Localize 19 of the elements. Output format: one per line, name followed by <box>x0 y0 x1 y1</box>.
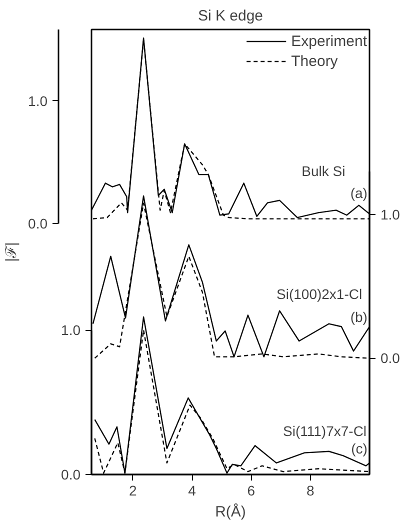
y2-tick-label: 0.0 <box>380 350 400 366</box>
annotation: Si(111)7x7-Cl <box>283 423 367 440</box>
y2-tick-label: 1.0 <box>380 206 400 223</box>
annotation: (b) <box>350 309 368 326</box>
annotation: Bulk Si <box>302 163 346 180</box>
y3-tick-label: 0.0 <box>28 216 48 232</box>
y3-tick-label: 1.0 <box>28 92 48 109</box>
x-tick-label: 6 <box>247 482 256 498</box>
legend-label: Experiment <box>291 32 367 50</box>
chart-title: Si K edge <box>198 8 264 24</box>
annotation: (a) <box>350 184 368 201</box>
x-tick-label: 4 <box>188 482 196 498</box>
legend-label: Theory <box>291 52 338 70</box>
annotation: (c) <box>351 440 368 456</box>
annotation: Si(100)2x1-Cl <box>276 286 362 302</box>
x-tick-label: 2 <box>129 482 138 498</box>
y-axis-title: |ℱ| <box>3 242 20 262</box>
x-axis-title: R(Å) <box>215 502 246 520</box>
x-tick-label: 8 <box>306 482 314 498</box>
